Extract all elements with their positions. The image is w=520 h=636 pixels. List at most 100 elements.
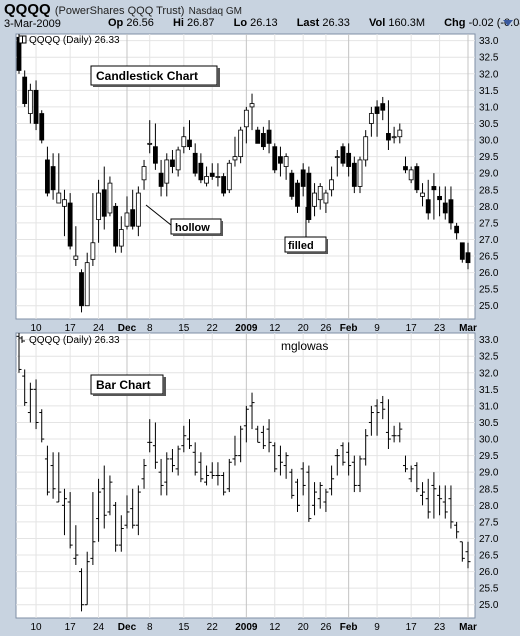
candle-body-filled [431, 186, 437, 191]
ohlc-bar [181, 425, 187, 453]
candle [141, 159, 147, 190]
x-tick-label: 2009 [235, 323, 258, 334]
ohlc-bar [334, 448, 340, 476]
x-tick-label: 24 [93, 622, 105, 633]
candle [96, 179, 101, 243]
y-tick-label: 26.0 [479, 268, 499, 279]
y-tick-label: 27.0 [479, 534, 499, 545]
x-tick-label: 12 [269, 323, 281, 334]
y-tick-label: 25.0 [479, 600, 499, 611]
open-value: 26.56 [126, 17, 154, 29]
candle-body-filled [45, 159, 50, 194]
candle [62, 189, 67, 237]
candle [437, 186, 442, 217]
candle-body-hollow [90, 242, 96, 260]
candle-body-filled [414, 166, 420, 191]
x-tick-label: Dec [118, 622, 137, 633]
candle-body-hollow [107, 182, 113, 214]
y-tick-label: 32.5 [479, 352, 499, 363]
y-tick-label: 30.0 [479, 136, 499, 147]
candle-body-filled [386, 133, 391, 141]
candle-body-hollow [317, 186, 323, 201]
candle-body-filled [67, 202, 73, 247]
candle [56, 153, 62, 204]
candle [283, 153, 289, 180]
ohlc-bar [289, 468, 295, 499]
ohlc-bar [107, 475, 113, 516]
candle [295, 179, 300, 213]
candle [158, 159, 164, 197]
ohlc-bar [283, 452, 289, 479]
bar-label-box: Bar Chart [90, 374, 166, 396]
candle [249, 93, 255, 131]
candle-body-filled [289, 172, 295, 197]
ohlc-bar [238, 425, 244, 463]
ohlc-bar [329, 465, 335, 496]
candle-body-filled [130, 209, 136, 227]
ohlc-bar [90, 492, 96, 565]
candle [192, 143, 198, 177]
candle [380, 96, 386, 121]
candle-body-filled [39, 113, 45, 141]
candle-body-filled [465, 252, 471, 264]
ohlc-bar [408, 465, 414, 483]
chg-label: Chg [444, 17, 466, 29]
x-tick-label: 12 [269, 622, 281, 633]
candle-body-filled [50, 166, 56, 191]
y-tick-label: 32.5 [479, 53, 499, 64]
candle-body-filled [170, 159, 175, 167]
x-tick-label: 23 [434, 323, 446, 334]
candle [209, 163, 215, 180]
candle-body-filled [153, 146, 158, 164]
low-value: 26.13 [250, 17, 278, 29]
ohlc-bar [124, 495, 130, 529]
candle-body-filled [272, 146, 278, 171]
chart-header: QQQQ (PowerShares QQQ Trust) Nasdaq GM 3… [0, 0, 520, 34]
candle-body-filled [403, 166, 408, 171]
candle-body-hollow [312, 192, 317, 207]
candle [33, 80, 39, 131]
ohlc-bar [340, 442, 346, 466]
y-tick-label: 29.5 [479, 152, 499, 163]
x-tick-label: 9 [374, 323, 380, 334]
candle-body-hollow [334, 156, 340, 159]
candle [329, 166, 334, 197]
candle-body-filled [260, 133, 266, 148]
x-tick-label: 17 [406, 323, 418, 334]
y-tick-label: 29.0 [479, 468, 499, 479]
ohlc-bar [198, 452, 204, 483]
filled-label-shadow-bottom [287, 252, 328, 254]
candle-body-filled [300, 169, 306, 187]
chart-title: QQQQ (PowerShares QQQ Trust) Nasdaq GM [4, 1, 242, 18]
candlestick-grid [16, 34, 475, 319]
ohlc-bar [175, 445, 181, 476]
candle-body-hollow [147, 142, 153, 145]
candle-body-filled [351, 162, 357, 187]
dropdown-arrow-icon[interactable] [503, 20, 513, 26]
open-label: Op [108, 17, 124, 29]
ohlc-bar [84, 551, 90, 606]
candle-body-hollow [135, 192, 141, 227]
vol-value: 160.3M [388, 17, 426, 29]
candle-body-hollow [397, 129, 403, 138]
candle-body-hollow [215, 176, 221, 178]
candle [442, 186, 448, 220]
hollow-annotation: hollow [145, 204, 223, 236]
ohlc-bar [118, 515, 124, 552]
ohlc-bar [385, 399, 391, 449]
candle-body-hollow [363, 136, 369, 161]
ohlc-bar [459, 541, 465, 562]
x-tick-label: Mar [459, 622, 477, 633]
candle-body-filled [198, 162, 204, 181]
ohlc-bar [27, 382, 33, 423]
high-value: 26.87 [187, 17, 215, 29]
x-tick-label: Feb [340, 622, 358, 633]
candle [278, 146, 283, 177]
candle [289, 169, 295, 200]
candle-body-hollow [204, 176, 209, 184]
candlestick-legend: QQQQ (Daily) 26.33 [18, 35, 120, 46]
ohlc-bar [101, 465, 107, 529]
filled-annotation: filled [284, 207, 328, 254]
ohlc-bar [294, 478, 300, 512]
candle-body-filled [33, 89, 39, 124]
